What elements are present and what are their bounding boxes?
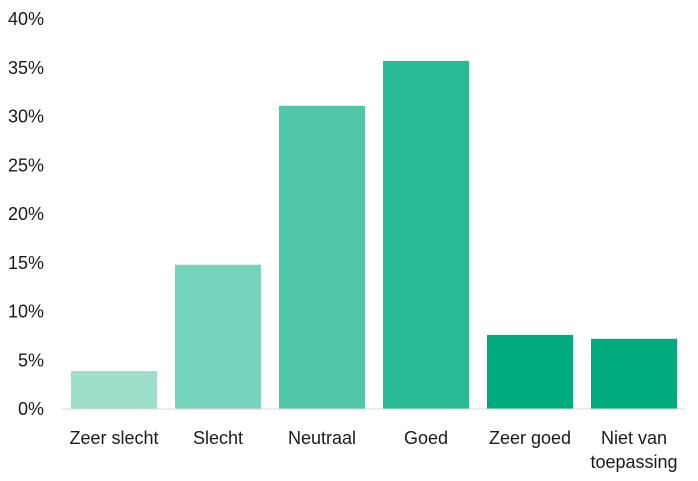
x-category-label: Goed	[404, 428, 448, 448]
x-category-label: Zeer goed	[489, 428, 571, 448]
y-tick-label: 30%	[8, 107, 44, 127]
y-tick-label: 40%	[8, 9, 44, 29]
x-category-label-line: Zeer goed	[489, 428, 571, 448]
y-tick-label: 20%	[8, 204, 44, 224]
bar	[279, 105, 365, 410]
x-category-label-line: Zeer slecht	[69, 428, 158, 448]
x-category-label-line: Slecht	[193, 428, 243, 448]
y-tick-label: 5%	[18, 350, 44, 370]
x-category-label: Neutraal	[288, 428, 356, 448]
bar	[383, 60, 469, 410]
y-tick-label: 10%	[8, 302, 44, 322]
y-tick-label: 25%	[8, 155, 44, 175]
x-category-label: Niet van toepassing	[590, 428, 677, 472]
x-axis-category-labels: Zeer slecht Slecht Neutraal Goed Zeer goed Ni…	[69, 428, 677, 472]
x-category-label-line: Niet van	[601, 428, 667, 448]
x-category-label: Zeer slecht	[69, 428, 158, 448]
x-category-label-line: toepassing	[590, 452, 677, 472]
bar	[175, 264, 261, 409]
bar	[591, 338, 677, 409]
x-category-label-line: Goed	[404, 428, 448, 448]
bar	[71, 371, 157, 409]
x-category-label-line: Neutraal	[288, 428, 356, 448]
bar	[487, 334, 573, 409]
bars	[71, 60, 677, 410]
y-axis-tick-labels: 0% 5% 10% 15% 20% 25% 30% 35% 40%	[8, 9, 44, 419]
y-tick-label: 0%	[18, 399, 44, 419]
x-category-label: Slecht	[193, 428, 243, 448]
y-tick-label: 35%	[8, 58, 44, 78]
y-tick-label: 15%	[8, 253, 44, 273]
